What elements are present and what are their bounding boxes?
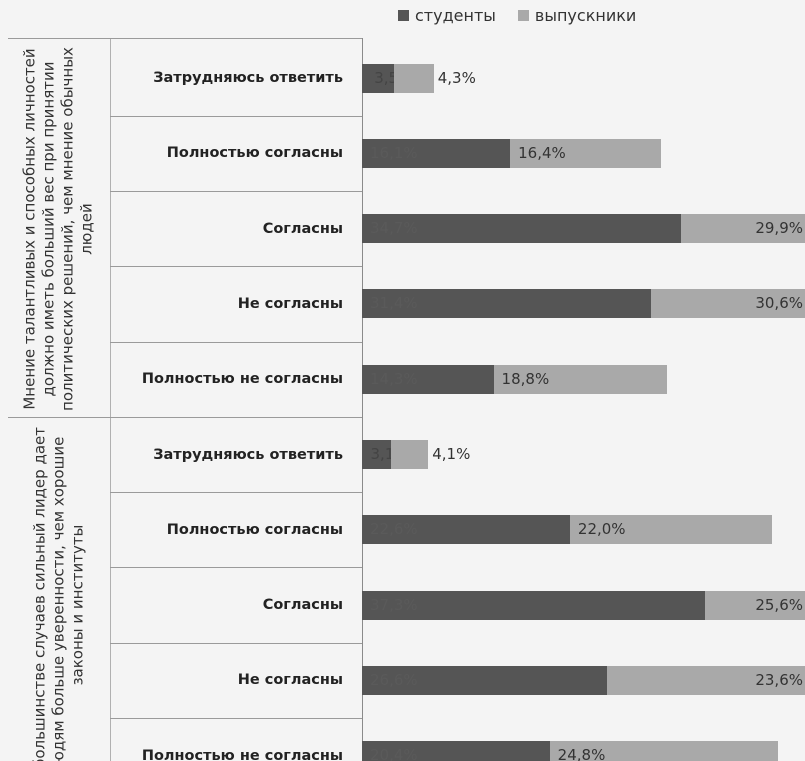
bar-students [362,63,395,93]
row-separator-line [110,115,362,117]
category-label: Не согласны [237,672,343,689]
top-border-line [8,38,362,39]
bar-graduates [394,63,434,93]
value-label-students: 16,1% [370,143,418,162]
bar-graduates [606,665,805,695]
legend: студенты выпускники [398,6,636,25]
row-separator-line [110,266,362,268]
value-label-graduates: 30,6% [755,294,803,313]
bar-students [362,214,682,244]
bar-students [362,289,651,319]
row-separator-line [110,567,362,569]
legend-label-graduates: выпускники [534,6,637,25]
value-label-graduates: 24,8% [557,746,606,761]
bar-graduates [493,364,667,394]
value-label-students: 37,3% [370,595,418,614]
category-label: Затрудняюсь ответить [153,446,343,463]
group-label-talent: Мнение талантливых и способных личностей… [20,46,95,411]
group-divider-vertical [110,38,111,761]
value-label-graduates: 16,4% [518,143,566,162]
bar-graduates [390,440,429,469]
bar-graduates [510,138,661,168]
category-label: Полностью согласны [166,521,343,538]
group-label-leader: В большинстве случаев сильный лидер дает… [29,427,86,761]
bar-graduates [681,214,805,244]
value-label-students: 22,6% [370,520,418,539]
value-label-students: 34,7% [370,219,418,238]
row-separator-line [110,642,362,644]
bar-students [362,138,511,168]
value-label-graduates: 22,0% [577,520,626,539]
category-label: Затрудняюсь ответить [153,70,343,86]
value-label-students: 20,4% [370,746,418,761]
bar-students [362,590,706,620]
legend-swatch-graduates [517,10,529,21]
bar-graduates [705,590,805,620]
value-label-graduates: 4,1% [432,445,471,463]
bar-students [362,665,607,695]
bar-students [362,440,391,469]
bar-graduates [650,289,805,319]
legend-label-students: студенты [415,6,496,25]
category-label: Полностью не согласны [141,371,343,388]
row-separator-line [110,718,362,720]
y-axis-line [362,38,363,761]
legend-item-students: студенты [398,6,496,25]
row-separator-line [110,341,362,343]
value-label-students: 14,3% [370,369,418,388]
category-label: Согласны [262,597,343,614]
group-separator-line [8,416,362,418]
category-label: Не согласны [237,295,343,312]
value-label-students: 26,6% [370,670,418,689]
value-label-graduates: 25,6% [755,595,803,614]
category-label: Согласны [262,220,343,237]
category-label: Полностью согласны [166,145,343,162]
value-label-graduates: 4,3% [437,68,476,87]
category-label: Полностью не согласны [141,747,343,761]
bar-graduates [569,515,773,545]
bar-graduates [549,741,778,761]
value-label-graduates: 18,8% [501,369,550,388]
value-label-graduates: 23,6% [755,670,803,689]
legend-item-graduates: выпускники [517,6,637,25]
bar-students [362,364,494,394]
row-separator-line [110,190,362,192]
bar-students [362,515,570,545]
legend-swatch-students [398,10,409,21]
bar-students [362,741,550,761]
value-label-graduates: 29,9% [755,219,803,238]
row-separator-line [110,492,362,494]
value-label-students: 31,4% [370,294,418,313]
